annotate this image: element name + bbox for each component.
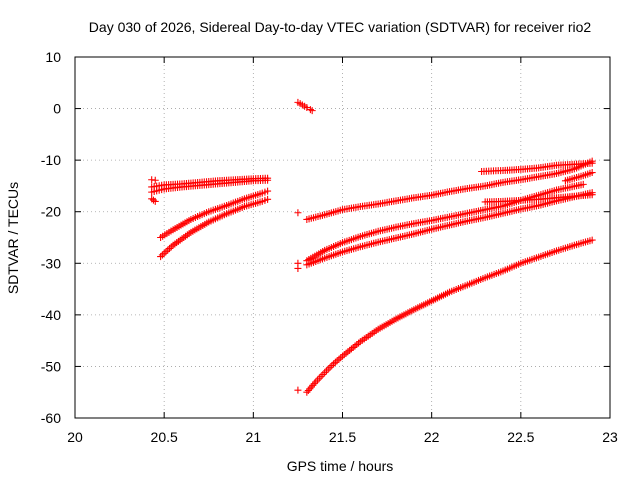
x-tick-label: 20.5 <box>151 429 178 445</box>
data-point <box>151 197 159 205</box>
x-tick-label: 22 <box>424 429 440 445</box>
x-tick-label: 21.5 <box>329 429 356 445</box>
data-point <box>308 107 316 115</box>
y-axis-label: SDTVAR / TECUs <box>5 182 21 294</box>
data-point <box>337 354 345 362</box>
data-point <box>588 236 596 244</box>
data-point <box>321 369 329 377</box>
series-track-d <box>148 176 159 184</box>
y-tick-label: -50 <box>41 358 61 374</box>
tick-labels: 20 20.5 21 21.5 22 22.5 23 10 0 -10 -20 -30 -40 -50 -6… <box>41 49 618 445</box>
y-tick-label: -40 <box>41 307 61 323</box>
x-tick-label: 23 <box>602 429 618 445</box>
data-point <box>579 180 587 188</box>
series-track-k <box>303 180 587 265</box>
data-point <box>294 264 302 272</box>
series-track-e <box>157 187 272 241</box>
data-point <box>307 383 315 391</box>
data-point <box>171 240 179 248</box>
y-tick-label: 0 <box>53 101 61 117</box>
series-track-r <box>303 236 596 396</box>
series-track-g <box>294 98 316 115</box>
data-point <box>588 169 596 177</box>
data-point <box>294 209 302 217</box>
data-point <box>342 349 350 357</box>
data-point <box>160 249 168 257</box>
data-points <box>148 98 596 396</box>
data-point <box>303 388 311 396</box>
data-point <box>588 159 596 167</box>
series-track-h <box>294 209 302 217</box>
data-point <box>176 236 184 244</box>
data-point <box>264 195 272 203</box>
data-point <box>182 232 190 240</box>
data-point <box>306 106 314 114</box>
data-point <box>149 196 157 204</box>
grid-lines <box>75 57 610 418</box>
data-point <box>333 357 341 365</box>
data-point <box>306 385 314 393</box>
series-track-q <box>294 386 302 394</box>
data-point <box>303 104 311 112</box>
series-track-p <box>294 264 302 272</box>
data-point <box>309 381 317 389</box>
data-point <box>347 345 355 353</box>
y-tick-label: -30 <box>41 255 61 271</box>
y-tick-label: 10 <box>45 49 61 65</box>
series-track-c <box>148 195 159 205</box>
series-track-n <box>561 169 596 185</box>
data-point <box>304 386 312 394</box>
x-axis-label: GPS time / hours <box>287 458 394 474</box>
data-point <box>294 386 302 394</box>
data-point <box>264 187 272 195</box>
data-point <box>353 341 361 349</box>
series-track-j <box>478 159 596 175</box>
data-point <box>339 352 346 360</box>
y-tick-label: -10 <box>41 152 61 168</box>
data-point <box>326 363 334 371</box>
plot-frame <box>74 56 611 419</box>
y-tick-label: -60 <box>41 410 61 426</box>
data-point <box>151 176 159 184</box>
series-track-m <box>303 189 596 269</box>
series-track-f <box>157 195 272 261</box>
x-tick-label: 22.5 <box>507 429 534 445</box>
data-point <box>264 176 272 184</box>
y-tick-label: -20 <box>41 204 61 220</box>
chart-title: Day 030 of 2026, Sidereal Day-to-day VTE… <box>89 19 592 35</box>
x-tick-label: 20 <box>67 429 83 445</box>
x-tick-label: 21 <box>246 429 262 445</box>
data-point <box>331 358 339 366</box>
series-track-b <box>148 176 272 196</box>
data-point <box>166 244 174 252</box>
data-point <box>310 380 318 388</box>
data-point <box>588 189 596 197</box>
